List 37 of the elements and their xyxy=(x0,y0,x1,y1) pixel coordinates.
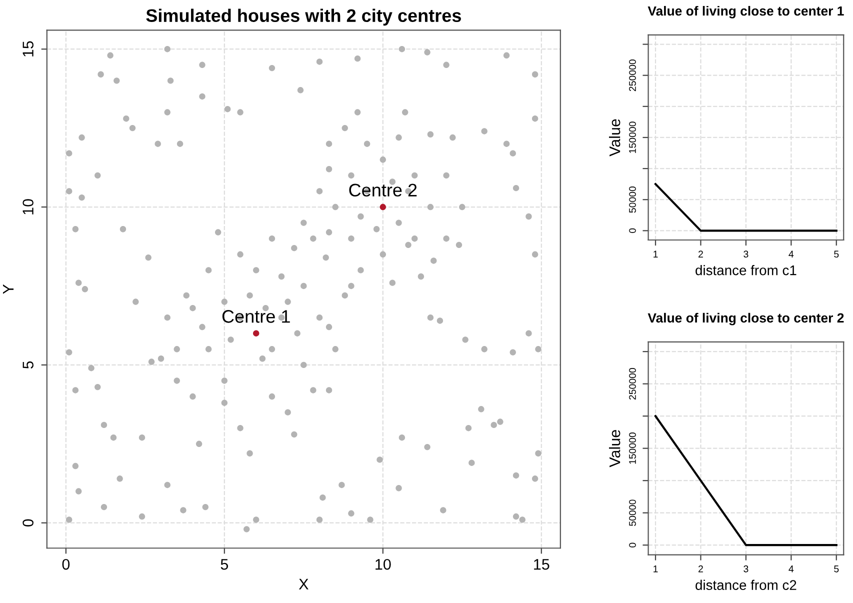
x-tick-label: 1 xyxy=(654,566,658,572)
x-tick-label: 10 xyxy=(376,558,391,570)
y-axis-title: Value xyxy=(609,119,620,156)
x-tick-label: 4 xyxy=(788,250,794,258)
chart-title: Value of living close to center 1 xyxy=(648,6,844,18)
chart-title: Value of living close to center 2 xyxy=(648,312,844,326)
y-tick-label: 5 xyxy=(22,361,34,369)
y-tick-label: 0 xyxy=(22,519,34,527)
y-tick-label: 150000 xyxy=(629,432,636,464)
y-tick-label: 250000 xyxy=(629,368,636,400)
x-tick-label: 0 xyxy=(62,558,70,570)
x-tick-label: 2 xyxy=(698,250,703,258)
y-tick-label: 10 xyxy=(22,199,34,214)
y-tick-label: 0 xyxy=(629,542,636,548)
y-axis-title: Value xyxy=(609,430,620,468)
x-tick-label: 15 xyxy=(534,559,550,570)
y-tick-label: 50000 xyxy=(629,186,636,213)
x-axis-title: X xyxy=(298,578,308,590)
x-axis-title: distance from c1 xyxy=(696,265,796,276)
x-tick-label: 5 xyxy=(834,566,839,572)
chart-title: Simulated houses with 2 city centres xyxy=(146,8,461,26)
x-tick-label: 1 xyxy=(654,250,658,258)
x-tick-label: 4 xyxy=(788,566,794,572)
y-tick-label: 250000 xyxy=(629,60,636,92)
y-tick-label: 0 xyxy=(629,228,636,233)
x-axis-title: distance from c2 xyxy=(696,580,796,590)
x-tick-label: 5 xyxy=(834,250,839,258)
x-tick-label: 2 xyxy=(698,565,703,572)
x-tick-label: 5 xyxy=(220,559,228,570)
annotation: Centre 2 xyxy=(349,184,417,197)
x-tick-label: 3 xyxy=(744,565,748,572)
y-tick-label: 15 xyxy=(22,41,34,56)
annotation: Centre 1 xyxy=(222,310,290,323)
y-tick-label: 150000 xyxy=(629,122,636,153)
y-tick-label: 50000 xyxy=(629,500,636,526)
y-axis-title: Y xyxy=(3,284,14,294)
x-tick-label: 3 xyxy=(744,250,748,258)
